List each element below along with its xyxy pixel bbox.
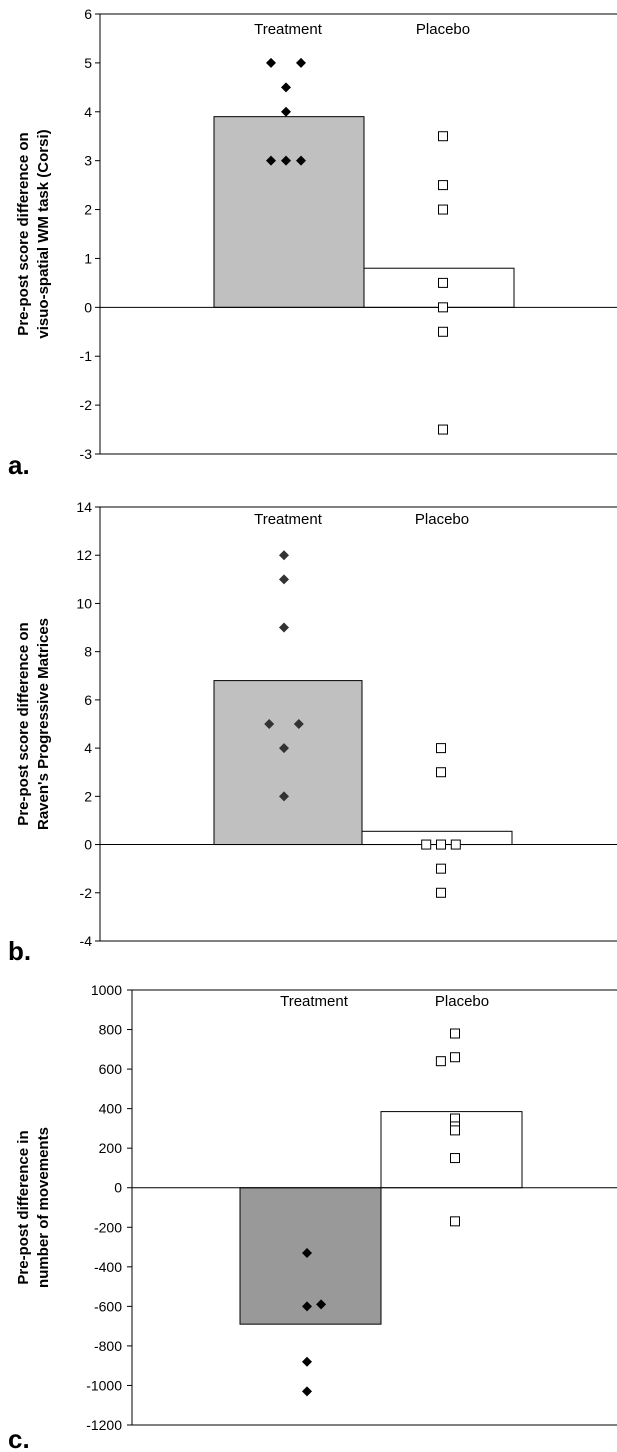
y-tick-label: -600 xyxy=(94,1298,122,1314)
data-point-placebo xyxy=(438,131,448,142)
group-label-treatment: Treatment xyxy=(254,511,323,528)
y-tick-label: -400 xyxy=(94,1259,122,1275)
data-point-treatment xyxy=(302,1247,312,1258)
y-tick-label: 12 xyxy=(76,547,92,563)
y-tick-label: 3 xyxy=(84,153,92,169)
y-axis-label-line: number of movements xyxy=(35,1127,52,1288)
data-point-treatment xyxy=(281,82,291,93)
data-point-treatment xyxy=(279,550,289,561)
data-point-treatment xyxy=(302,1356,312,1367)
data-point-placebo xyxy=(421,839,432,850)
chart-panel-1: 6 5 4 3 2 1 0 -1 -2 -3 Treatment Placebo Pre-post sc… xyxy=(8,6,617,480)
y-tick-label: 10 xyxy=(76,595,92,611)
group-label-placebo: Placebo xyxy=(416,21,470,38)
data-point-treatment xyxy=(279,574,289,585)
data-point-treatment xyxy=(293,719,304,729)
y-tick-label: 4 xyxy=(84,104,92,120)
data-point-placebo xyxy=(436,887,446,898)
data-point-treatment xyxy=(296,155,306,166)
data-point-treatment xyxy=(266,155,276,166)
chart-panel-3: 1000 800 600 400 200 0 -200 -400 -600 -800 -1000 -1… xyxy=(8,982,617,1452)
data-point-treatment xyxy=(296,57,306,68)
data-point-placebo xyxy=(450,1028,460,1039)
y-tick-label: 0 xyxy=(114,1180,122,1196)
bar-treatment xyxy=(239,1187,382,1325)
y-axis-label-line: Pre-post score difference on xyxy=(15,132,32,335)
data-point-placebo xyxy=(438,180,448,191)
data-point-treatment xyxy=(281,155,291,166)
data-point-treatment xyxy=(302,1301,312,1312)
y-tick-label: -1000 xyxy=(86,1377,122,1393)
data-point-placebo xyxy=(450,1216,460,1227)
y-tick-label: -1200 xyxy=(86,1417,122,1433)
bar-treatment xyxy=(213,116,365,308)
data-point-placebo xyxy=(438,302,448,313)
y-axis-label-line: Pre-post score difference on xyxy=(15,622,32,825)
y-tick-label: 2 xyxy=(84,202,92,218)
y-tick-label: 0 xyxy=(84,837,92,853)
y-tick-label: -3 xyxy=(80,446,93,462)
y-tick-label: 600 xyxy=(99,1061,123,1077)
data-point-placebo xyxy=(436,743,446,754)
chart-panel-2: 14 12 10 8 6 4 2 0 -2 -4 Treatment Placebo Pre-post … xyxy=(8,499,617,966)
data-point-treatment xyxy=(281,106,291,117)
y-tick-label: 6 xyxy=(84,692,92,708)
data-point-placebo xyxy=(435,1056,446,1067)
data-point-placebo xyxy=(438,277,448,288)
y-tick-label: 8 xyxy=(84,644,92,660)
data-point-treatment xyxy=(302,1386,312,1397)
group-label-placebo: Placebo xyxy=(435,993,489,1010)
y-tick-label: -800 xyxy=(94,1338,122,1354)
y-tick-label: -4 xyxy=(80,933,93,949)
data-point-placebo xyxy=(438,326,448,337)
data-point-treatment xyxy=(279,743,289,754)
data-point-placebo xyxy=(436,839,446,850)
y-axis-label-line: Pre-post difference in xyxy=(15,1130,32,1284)
group-label-treatment: Treatment xyxy=(254,21,323,38)
y-tick-label: -200 xyxy=(94,1219,122,1235)
data-point-placebo xyxy=(450,1125,460,1136)
data-point-placebo xyxy=(436,863,446,874)
y-tick-label: 5 xyxy=(84,55,92,71)
y-tick-label: 800 xyxy=(99,1022,123,1038)
data-point-treatment xyxy=(266,57,276,68)
panel-label: c. xyxy=(8,1424,30,1452)
group-label-placebo: Placebo xyxy=(415,511,469,528)
panel-label: a. xyxy=(8,450,30,480)
y-tick-label: 200 xyxy=(99,1140,123,1156)
data-point-placebo xyxy=(438,424,448,435)
data-point-placebo xyxy=(450,839,461,850)
y-tick-label: 2 xyxy=(84,788,92,804)
y-tick-label: 14 xyxy=(76,499,92,515)
y-tick-label: 0 xyxy=(84,299,92,315)
data-point-treatment xyxy=(316,1299,327,1310)
data-point-placebo xyxy=(450,1153,460,1164)
y-tick-label: -2 xyxy=(80,397,93,413)
data-point-treatment xyxy=(279,622,289,633)
y-tick-label: -1 xyxy=(80,348,93,364)
y-tick-label: 6 xyxy=(84,6,92,22)
group-label-treatment: Treatment xyxy=(280,993,349,1010)
y-tick-label: 1 xyxy=(84,250,92,266)
panel-label: b. xyxy=(8,936,31,966)
data-point-treatment xyxy=(264,719,275,729)
y-tick-label: 1000 xyxy=(91,982,122,998)
data-point-placebo xyxy=(450,1052,460,1063)
bar-treatment xyxy=(213,680,363,846)
data-point-placebo xyxy=(436,767,446,778)
data-point-treatment xyxy=(279,791,289,802)
data-point-placebo xyxy=(438,204,448,215)
y-axis-label-line: Raven's Progressive Matrices xyxy=(35,618,52,830)
y-tick-label: -2 xyxy=(80,885,93,901)
y-axis-label-line: visuo-spatial WM task (Corsi) xyxy=(35,129,52,338)
y-tick-label: 400 xyxy=(99,1101,123,1117)
y-tick-label: 4 xyxy=(84,740,92,756)
